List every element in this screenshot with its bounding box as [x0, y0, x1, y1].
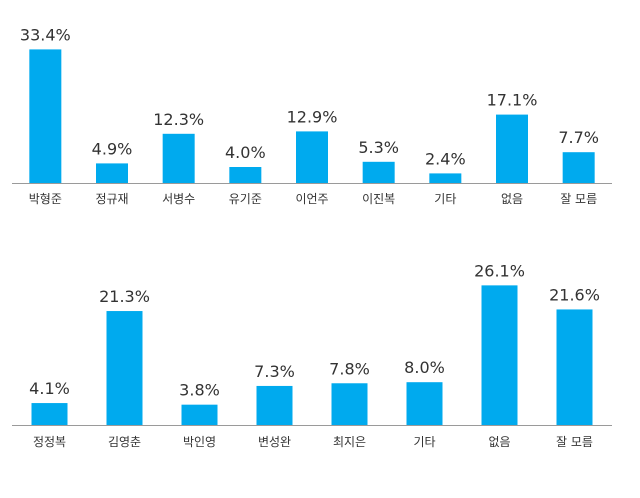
value-label: 8.0% [404, 358, 445, 377]
bar [29, 49, 62, 184]
bar [362, 161, 395, 183]
value-label: 26.1% [474, 261, 525, 280]
value-label: 21.6% [549, 285, 600, 304]
bar [96, 163, 128, 183]
category-label: 이진복 [362, 192, 395, 206]
category-label: 유기준 [229, 192, 262, 206]
category-label: 잘 모름 [556, 435, 593, 449]
bar [562, 152, 595, 183]
category-label: 정정복 [33, 435, 66, 449]
value-label: 12.3% [153, 110, 204, 129]
bar [162, 133, 195, 183]
bar [31, 403, 68, 425]
category-label: 없음 [501, 192, 523, 206]
category-label: 없음 [488, 435, 510, 449]
bar [331, 383, 368, 425]
category-label: 박형준 [29, 192, 62, 206]
bar [106, 311, 143, 425]
bar [496, 114, 528, 183]
bar [296, 131, 328, 183]
chart-top: 33.4% 박형준 4.9% 정규재 12.3% 서병수 4.0% 유기준 12.9% 이언주 5.… [12, 25, 612, 206]
category-label: 잘 모름 [560, 192, 597, 206]
value-label: 4.9% [92, 139, 133, 158]
category-label: 서병수 [162, 192, 195, 206]
bar [181, 404, 218, 425]
bar [429, 173, 462, 183]
value-label: 5.3% [358, 138, 399, 157]
value-label: 7.7% [558, 128, 599, 147]
value-label: 7.3% [254, 362, 295, 381]
chart-bottom: 4.1% 정정복 21.3% 김영춘 3.8% 박인영 7.3% 변성완 7.8% 최지은 8.0%… [12, 261, 612, 449]
bar [256, 385, 293, 425]
category-label: 기타 [434, 192, 456, 206]
category-label: 변성완 [258, 435, 291, 449]
value-label: 21.3% [99, 287, 150, 306]
category-label: 김영춘 [108, 435, 141, 449]
value-label: 33.4% [20, 25, 71, 44]
category-label: 이언주 [295, 192, 328, 206]
category-label: 박인영 [183, 435, 216, 449]
value-label: 17.1% [487, 91, 538, 110]
bar [556, 309, 593, 425]
value-label: 3.8% [179, 381, 220, 400]
category-label: 기타 [413, 435, 435, 449]
value-label: 12.9% [287, 107, 338, 126]
category-label: 정규재 [95, 192, 128, 206]
bar [481, 285, 518, 425]
value-label: 4.0% [225, 143, 266, 162]
value-label: 7.8% [329, 359, 370, 378]
bar [406, 382, 443, 425]
category-label: 최지은 [333, 435, 366, 449]
value-label: 4.1% [29, 379, 70, 398]
bar [229, 167, 262, 183]
value-label: 2.4% [425, 149, 466, 168]
